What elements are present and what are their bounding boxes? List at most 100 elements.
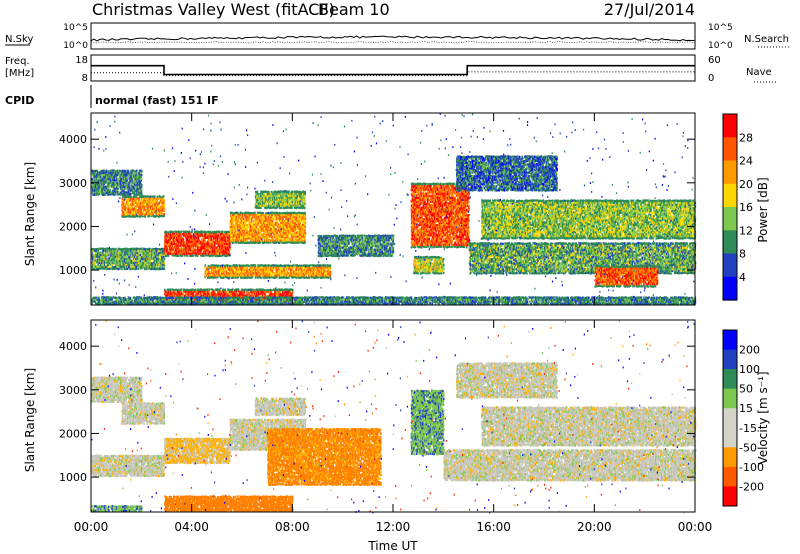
echo-cell	[110, 248, 112, 250]
echo-cell	[184, 243, 186, 245]
echo-cell	[95, 170, 97, 172]
echo-cell	[125, 203, 127, 205]
echo-cell	[92, 180, 94, 182]
echo-cell	[132, 190, 134, 192]
echo-cell	[220, 241, 222, 243]
cpid-value: normal (fast) 151 IF	[95, 94, 219, 107]
noise-right-tick-bottom: 10^0	[708, 41, 733, 51]
echo-cell	[198, 239, 200, 241]
echo-cell	[130, 210, 132, 212]
noise-right-tick-top: 10^5	[708, 23, 733, 33]
echo-cell	[222, 243, 224, 245]
echo-cell	[151, 202, 153, 204]
echo-cell	[162, 210, 164, 212]
echo-cell	[141, 178, 143, 180]
echo-cell	[138, 268, 140, 270]
echo-cell	[116, 182, 118, 184]
echo-cell	[118, 186, 120, 188]
echo-cell	[191, 231, 193, 233]
cpid-label: CPID	[5, 94, 34, 107]
echo-cell	[164, 268, 166, 270]
echo-cell	[129, 207, 131, 209]
echo-cell	[163, 260, 165, 262]
echo-cell	[91, 178, 93, 180]
echo-cell	[141, 248, 143, 250]
echo-cell	[118, 258, 120, 260]
echo-cell	[127, 196, 129, 198]
noise-panel-frame	[91, 23, 695, 49]
echo-cell	[190, 249, 192, 251]
echo-cell	[161, 248, 163, 250]
echo-cell	[102, 192, 104, 194]
echo-cell	[132, 184, 134, 186]
echo-cell	[218, 247, 220, 249]
echo-cell	[148, 195, 150, 197]
echo-cell	[132, 192, 134, 194]
echo-cell	[173, 241, 175, 243]
echo-cell	[217, 237, 219, 239]
echo-cell	[163, 201, 165, 203]
echo-cell	[210, 231, 212, 233]
echo-cell	[118, 178, 120, 180]
echo-cell	[100, 190, 102, 192]
noise-search-label: N.Search	[744, 34, 789, 45]
freq-line	[91, 66, 695, 75]
echo-cell	[139, 199, 141, 201]
echo-cell	[128, 202, 130, 204]
echo-cell	[164, 245, 166, 247]
echo-cell	[157, 196, 159, 198]
beam-label: Beam 10	[318, 0, 390, 19]
freq-tick-top: 18	[75, 55, 88, 66]
freq-tick-bottom: 8	[82, 73, 88, 84]
echo-cell	[152, 213, 154, 215]
echo-cell	[126, 268, 128, 270]
echo-cell	[108, 187, 110, 189]
echo-cell	[183, 238, 185, 240]
echo-cell	[96, 170, 98, 172]
echo-cell	[123, 186, 125, 188]
echo-cell	[189, 231, 191, 233]
noise-sky-label: N.Sky	[5, 34, 33, 45]
echo-cell	[201, 251, 203, 253]
echo-cell	[140, 208, 142, 210]
echo-cell	[223, 233, 225, 235]
echo-cell	[118, 191, 120, 193]
echo-cell	[178, 255, 180, 257]
echo-cell	[219, 231, 221, 233]
echo-cell	[106, 255, 108, 257]
echo-cell	[126, 256, 128, 258]
echo-cell	[128, 208, 130, 210]
echo-cell	[121, 248, 123, 250]
echo-cell	[109, 189, 111, 191]
nave-tick-top: 60	[708, 55, 721, 66]
echo-cell	[141, 174, 143, 176]
echo-cell	[138, 202, 140, 204]
echo-cell	[114, 264, 116, 266]
echo-cell	[166, 237, 168, 239]
echo-cell	[136, 170, 138, 172]
echo-cell	[196, 237, 198, 239]
echo-cell	[197, 255, 199, 257]
echo-cell	[192, 255, 194, 257]
echo-cell	[141, 184, 143, 186]
echo-cell	[162, 206, 164, 208]
echo-cell	[178, 241, 180, 243]
echo-cell	[106, 170, 108, 172]
nave-label: Nave	[746, 67, 772, 78]
echo-cell	[174, 246, 176, 248]
power-panel: 4000300020001000 Slant Range [km] 282420…	[23, 113, 770, 305]
noise-sky-line	[91, 36, 695, 41]
echo-cell	[199, 244, 201, 246]
echo-cell	[203, 255, 205, 257]
echo-cell	[164, 213, 166, 215]
echo-cell	[97, 264, 99, 266]
echo-cell	[195, 245, 197, 247]
echo-cell	[121, 268, 123, 270]
echo-cell	[171, 237, 173, 239]
echo-cell	[212, 241, 214, 243]
echo-cell	[141, 170, 143, 172]
echo-cell	[191, 235, 193, 237]
echo-cell	[143, 204, 145, 206]
echo-cell	[141, 192, 143, 194]
